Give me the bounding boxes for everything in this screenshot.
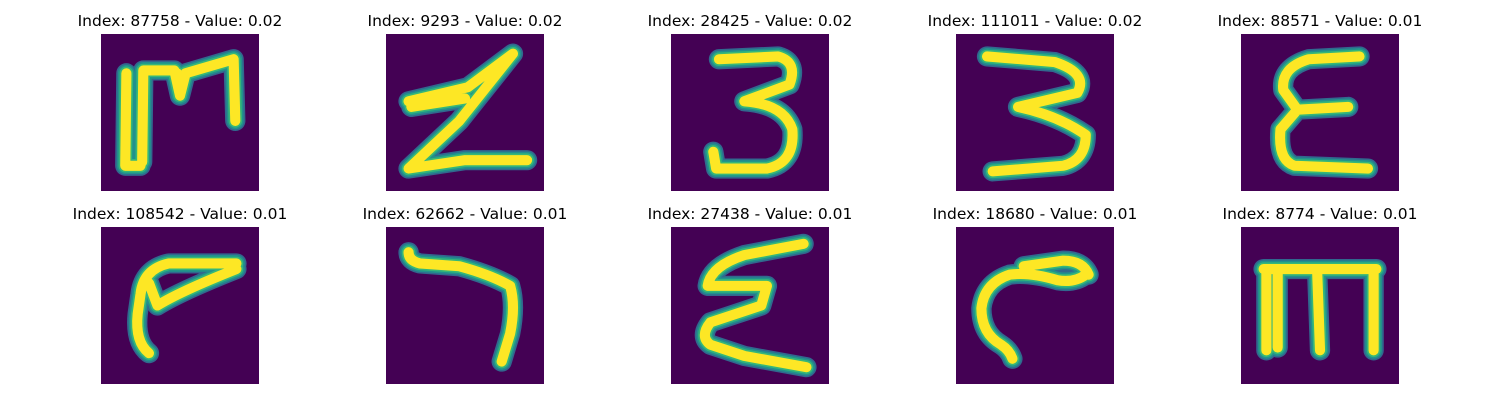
panel-title: Index: 28425 - Value: 0.02 — [647, 12, 853, 30]
panel-title: Index: 8774 - Value: 0.01 — [1222, 205, 1418, 223]
digit-image — [1241, 34, 1399, 191]
panel-4: Index: 111011 - Value: 0.02 — [895, 12, 1175, 202]
digit-image — [671, 227, 829, 384]
panel-10: Index: 8774 - Value: 0.01 — [1180, 205, 1460, 395]
panel-title: Index: 27438 - Value: 0.01 — [647, 205, 853, 223]
panel-title: Index: 88571 - Value: 0.01 — [1217, 12, 1423, 30]
digit-image — [386, 34, 544, 191]
digit-image — [956, 34, 1114, 191]
panel-title: Index: 9293 - Value: 0.02 — [367, 12, 563, 30]
digit-image — [101, 227, 259, 384]
panel-6: Index: 108542 - Value: 0.01 — [40, 205, 320, 395]
digit-image — [1241, 227, 1399, 384]
panel-2: Index: 9293 - Value: 0.02 — [325, 12, 605, 202]
panel-title: Index: 18680 - Value: 0.01 — [932, 205, 1138, 223]
digit-image — [671, 34, 829, 191]
digit-image — [101, 34, 259, 191]
panel-7: Index: 62662 - Value: 0.01 — [325, 205, 605, 395]
panel-title: Index: 108542 - Value: 0.01 — [72, 205, 288, 223]
digit-image — [386, 227, 544, 384]
panel-title: Index: 62662 - Value: 0.01 — [362, 205, 568, 223]
panel-5: Index: 88571 - Value: 0.01 — [1180, 12, 1460, 202]
panel-title: Index: 87758 - Value: 0.02 — [77, 12, 283, 30]
digit-image — [956, 227, 1114, 384]
panel-title: Index: 111011 - Value: 0.02 — [927, 12, 1143, 30]
panel-8: Index: 27438 - Value: 0.01 — [610, 205, 890, 395]
panel-3: Index: 28425 - Value: 0.02 — [610, 12, 890, 202]
panel-9: Index: 18680 - Value: 0.01 — [895, 205, 1175, 395]
panel-1: Index: 87758 - Value: 0.02 — [40, 12, 320, 202]
